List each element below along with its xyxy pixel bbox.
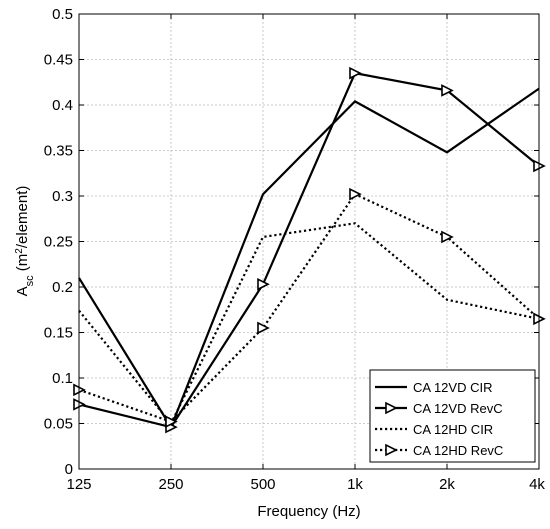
y-tick-label: 0.15 xyxy=(44,325,73,342)
series-4-line xyxy=(78,192,540,423)
y-tick-label: 0 xyxy=(65,461,73,478)
legend-label-2: CA 12VD RevC xyxy=(413,401,503,416)
x-tick-label: 2k xyxy=(439,476,455,493)
y-tick-label: 0.45 xyxy=(44,52,73,69)
series-4-marker xyxy=(349,187,362,201)
y-axis-label-close: /element) xyxy=(14,186,31,249)
y-tick-label: 0.05 xyxy=(44,416,73,433)
legend-marker-4 xyxy=(385,443,398,457)
series-4-marker xyxy=(257,321,270,335)
y-axis-label-base: A xyxy=(14,286,31,296)
series-4-marker xyxy=(165,415,178,428)
series-2-marker xyxy=(349,66,362,80)
y-axis-label-open: (m xyxy=(14,254,31,276)
legend: CA 12VD CIR CA 12VD RevC CA 12HD CIR CA 12H… xyxy=(369,369,536,463)
x-tick-label: 500 xyxy=(250,476,275,493)
series-3 xyxy=(78,222,540,426)
y-tick-label: 0.2 xyxy=(52,279,73,296)
x-tick-label: 1k xyxy=(347,476,363,493)
y-tick-label: 0.5 xyxy=(52,6,73,23)
x-tick-label: 4k xyxy=(529,476,545,493)
series-1-line xyxy=(78,87,540,430)
legend-label-1: CA 12VD CIR xyxy=(413,380,492,395)
y-axis-ticks: 0 0.05 0.1 0.15 0.2 0.25 0.3 0.35 0.4 0.45 0.5 xyxy=(44,6,539,478)
series-2-marker xyxy=(257,277,270,291)
legend-label-3: CA 12HD CIR xyxy=(413,422,493,437)
y-tick-label: 0.25 xyxy=(44,234,73,251)
x-axis-label: Frequency (Hz) xyxy=(257,503,360,520)
series-4-marker xyxy=(441,230,454,244)
series-2-marker xyxy=(441,84,454,97)
series-1 xyxy=(78,87,540,430)
x-axis-ticks: 125 250 500 1k 2k 4k xyxy=(66,14,545,493)
legend-marker-2 xyxy=(385,401,398,415)
series-3-line xyxy=(78,222,540,426)
y-axis-label-sup: 2 xyxy=(14,248,25,254)
x-tick-label: 250 xyxy=(158,476,183,493)
legend-box xyxy=(369,369,536,463)
y-axis-label-sub: sc xyxy=(24,275,36,287)
y-axis-label: Asc (m2/element) xyxy=(14,186,37,297)
y-tick-label: 0.3 xyxy=(52,188,73,205)
series-2-line xyxy=(78,71,540,429)
legend-label-4: CA 12HD RevC xyxy=(413,443,503,458)
y-tick-label: 0.35 xyxy=(44,143,73,160)
y-tick-label: 0.4 xyxy=(52,97,73,114)
x-tick-label: 125 xyxy=(66,476,91,493)
y-tick-label: 0.1 xyxy=(52,370,73,387)
